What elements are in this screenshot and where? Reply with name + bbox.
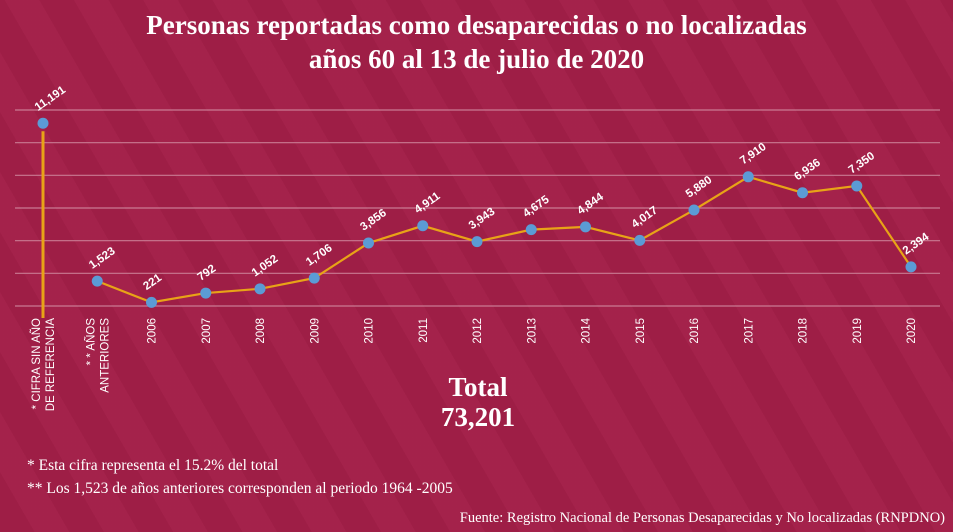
- x-tick-label: ANTERIORES: [99, 318, 111, 393]
- data-point: [363, 237, 374, 249]
- x-tick-label: 2012: [472, 318, 484, 344]
- data-point: [688, 204, 700, 216]
- x-tick-label: DE REFERENCIA: [45, 318, 57, 412]
- data-label: 1,706: [304, 242, 334, 268]
- data-label: 4,844: [575, 191, 606, 218]
- series-line: [96, 175, 912, 304]
- data-point: [471, 236, 483, 248]
- data-point: [851, 180, 863, 192]
- data-point: [91, 275, 103, 287]
- data-label: 1,052: [250, 253, 280, 279]
- note-2: ** Los 1,523 de años anteriores correspo…: [27, 480, 453, 497]
- data-label: 1,523: [87, 245, 117, 271]
- x-tick-label: 2018: [798, 318, 810, 344]
- x-tick-label: 2008: [255, 318, 267, 344]
- x-tick-label: * CIFRA SIN AÑO: [30, 318, 43, 409]
- x-tick-label: 2013: [526, 318, 538, 344]
- data-point: [308, 272, 320, 284]
- x-tick-label: 2010: [364, 318, 376, 344]
- data-label: 4,675: [521, 193, 552, 220]
- data-point: [742, 171, 754, 183]
- x-tick-label: 2014: [581, 317, 593, 343]
- x-tick-label: 2019: [852, 318, 864, 344]
- title-line-2: años 60 al 13 de julio de 2020: [308, 44, 645, 74]
- data-point: [254, 283, 266, 295]
- data-point: [580, 221, 591, 233]
- total-label: Total: [448, 372, 508, 402]
- source-text: Fuente: Registro Nacional de Personas De…: [459, 510, 945, 526]
- data-point: [905, 261, 917, 273]
- data-label: 11,191: [33, 84, 69, 114]
- data-label: 2,394: [901, 231, 932, 258]
- data-label: 6,936: [792, 157, 822, 183]
- data-point: [525, 224, 537, 236]
- x-tick-label: 2009: [309, 318, 321, 344]
- total-value: 73,201: [440, 402, 516, 432]
- data-label: 3,943: [467, 206, 497, 232]
- total-block: Total 73,201: [378, 372, 578, 432]
- data-point: [634, 234, 646, 246]
- data-point: [37, 117, 49, 129]
- x-tick-label: * * AÑOS: [84, 318, 97, 366]
- x-tick-label: 2007: [201, 318, 213, 344]
- data-point: [417, 220, 429, 232]
- data-label: 221: [141, 272, 164, 293]
- data-label: 7,910: [738, 141, 768, 167]
- data-label: 7,350: [847, 150, 877, 176]
- data-label: 5,880: [684, 174, 714, 200]
- x-tick-label: 2016: [689, 318, 701, 344]
- x-tick-label: 2006: [147, 318, 159, 344]
- chart-title: Personas reportadas como desaparecidas o…: [0, 8, 953, 76]
- x-tick-label: 2020: [906, 318, 918, 344]
- data-point: [797, 187, 808, 199]
- data-label: 3,856: [358, 207, 388, 233]
- data-point: [200, 287, 212, 299]
- x-tick-label: 2011: [418, 318, 430, 343]
- data-label: 4,911: [413, 190, 443, 216]
- x-tick-label: 2015: [635, 318, 647, 344]
- note-1: * Esta cifra representa el 15.2% del tot…: [27, 457, 279, 474]
- title-line-1: Personas reportadas como desaparecidas o…: [146, 10, 807, 40]
- x-tick-label: 2017: [743, 318, 755, 344]
- data-label: 792: [196, 263, 219, 284]
- data-point: [146, 296, 157, 308]
